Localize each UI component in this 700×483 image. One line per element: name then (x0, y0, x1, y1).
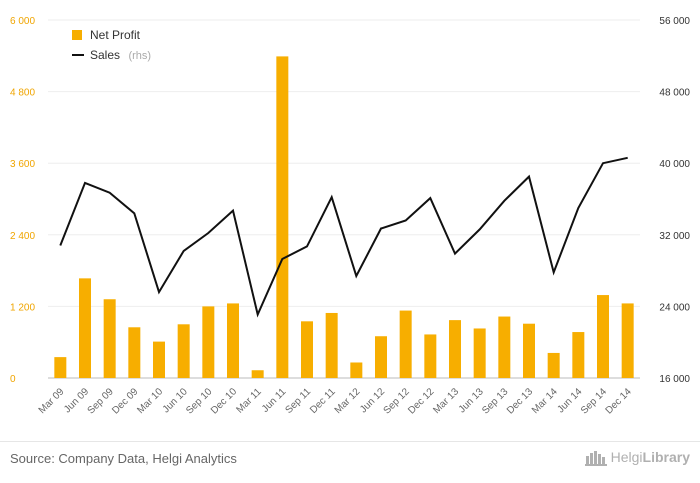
x-tick-label: Dec 11 (308, 386, 338, 416)
left-tick-label: 0 (10, 374, 16, 385)
sales-line (59, 156, 628, 318)
net-profit-bar (202, 306, 215, 378)
legend: Net Profit Sales (rhs) (72, 28, 151, 63)
library-logo-icon (584, 451, 607, 466)
left-axis-ticks: 0 1 200 2 400 3 600 4 800 6 000 (10, 16, 35, 385)
x-tick-label: Mar 14 (530, 386, 560, 416)
net-profit-bars (54, 56, 634, 378)
legend-net-profit-label: Net Profit (90, 28, 141, 42)
net-profit-bar (251, 370, 264, 378)
brand-name: HelgiLibrary (610, 449, 690, 465)
net-profit-bar (621, 303, 634, 378)
x-tick-label: Dec 10 (209, 386, 239, 416)
net-profit-bar (227, 303, 239, 378)
left-tick-label: 6 000 (10, 16, 35, 27)
net-profit-bar (276, 56, 289, 378)
x-tick-label: Dec 14 (604, 386, 634, 416)
left-tick-label: 1 200 (10, 302, 35, 313)
footer-divider (0, 441, 700, 442)
source-note: Source: Company Data, Helgi Analytics (10, 451, 237, 466)
net-profit-bar (103, 299, 116, 378)
net-profit-bar (399, 310, 412, 378)
x-tick-label: Mar 10 (135, 386, 165, 416)
x-tick-label: Mar 12 (333, 386, 363, 416)
net-profit-bar (54, 357, 67, 378)
left-tick-label: 2 400 (10, 231, 35, 242)
right-tick-label: 48 000 (659, 88, 690, 99)
net-profit-bar (79, 278, 91, 378)
left-tick-label: 4 800 (10, 88, 35, 99)
net-profit-bar (350, 362, 363, 378)
net-profit-bar (424, 334, 437, 378)
net-profit-bar (597, 295, 609, 378)
right-tick-label: 24 000 (659, 302, 690, 313)
x-tick-label: Sep 12 (382, 386, 412, 416)
net-profit-bar (375, 336, 387, 378)
net-profit-bar (128, 327, 141, 378)
net-profit-bar (547, 352, 560, 378)
right-tick-label: 40 000 (659, 159, 690, 170)
legend-sales-suffix: (rhs) (128, 50, 151, 62)
legend-net-profit-swatch (72, 30, 82, 40)
x-tick-label: Mar 13 (431, 386, 461, 416)
net-profit-bar (498, 316, 511, 378)
x-tick-label: Mar 09 (37, 386, 67, 416)
net-profit-bar (153, 341, 165, 378)
net-profit-bar (572, 332, 585, 378)
net-profit-bar (449, 320, 461, 378)
legend-sales-name: Sales (90, 48, 120, 62)
x-tick-label: Mar 11 (235, 386, 265, 416)
x-tick-label: Dec 12 (406, 386, 436, 416)
net-profit-bar (523, 323, 535, 378)
x-tick-label: Sep 14 (579, 386, 609, 416)
x-tick-label: Sep 10 (184, 386, 214, 416)
left-tick-label: 3 600 (10, 159, 35, 170)
chart-canvas: 0 1 200 2 400 3 600 4 800 6 000 16 000 24 000 3… (10, 16, 690, 417)
x-tick-label: Sep 11 (283, 386, 313, 416)
net-profit-bar (177, 324, 190, 378)
net-profit-bar (325, 312, 338, 378)
grid-lines (48, 19, 640, 379)
net-profit-bar (473, 328, 486, 378)
right-tick-label: 56 000 (659, 16, 690, 27)
right-tick-label: 32 000 (659, 231, 690, 242)
x-tick-label: Sep 09 (86, 386, 116, 416)
net-profit-bar (301, 321, 313, 378)
brand-logo: HelgiLibrary (584, 448, 690, 466)
x-tick-label: Dec 09 (110, 386, 140, 416)
x-tick-label: Sep 13 (480, 386, 510, 416)
x-tick-label: Dec 13 (505, 386, 535, 416)
right-tick-label: 16 000 (659, 374, 690, 385)
right-axis-ticks: 16 000 24 000 32 000 40 000 48 000 56 000 (659, 16, 690, 385)
legend-sales-label: Sales (rhs) (90, 46, 151, 63)
